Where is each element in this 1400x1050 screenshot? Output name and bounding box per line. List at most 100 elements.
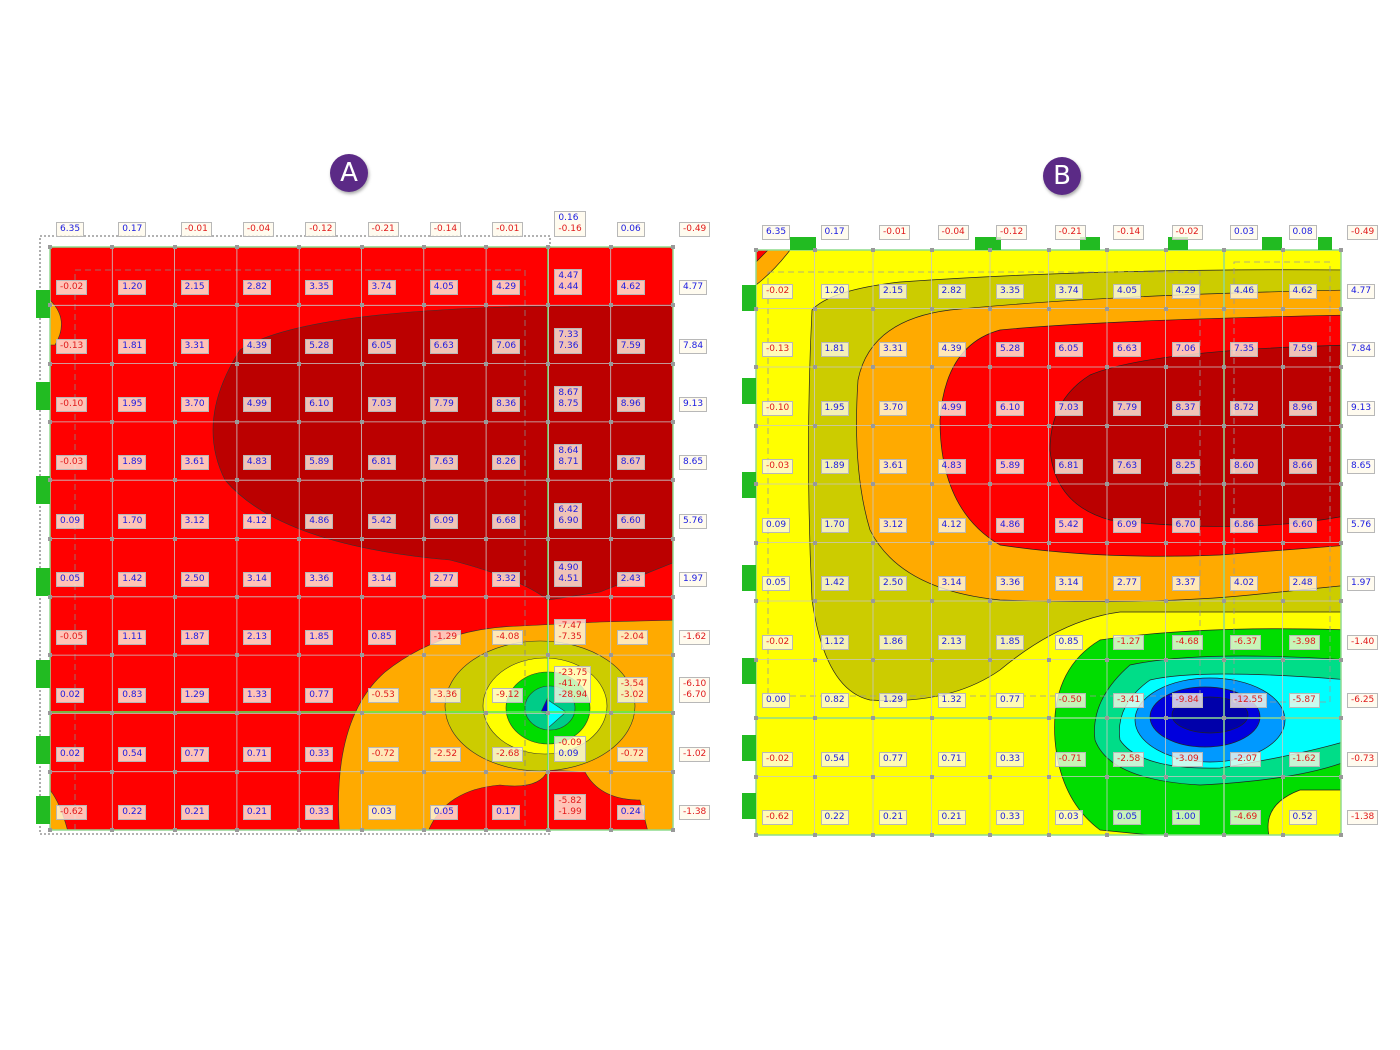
node-value-label: 0.33: [305, 746, 334, 762]
node-value-label: -0.01: [492, 222, 524, 237]
mesh-node: [608, 536, 613, 541]
node-value-label: 4.46: [1230, 283, 1259, 299]
node-value-label: 4.90 4.51: [554, 560, 583, 587]
mesh-node: [1339, 248, 1343, 252]
node-value: -3.36: [433, 690, 458, 701]
mesh-node: [671, 828, 675, 832]
node-value-label: -1.02: [679, 746, 711, 762]
mesh-node: [484, 419, 489, 424]
mesh-node: [988, 248, 992, 252]
mesh-node: [754, 423, 758, 428]
node-value: 7.59: [620, 340, 641, 351]
mesh-node: [110, 478, 115, 483]
node-value: 7.63: [433, 457, 454, 468]
node-value-label: 1.70: [820, 517, 849, 533]
mesh-node: [546, 769, 551, 774]
node-value: 0.09: [60, 515, 81, 526]
mesh-node: [48, 419, 52, 424]
node-value: 0.71: [246, 748, 267, 759]
node-value: -0.14: [433, 224, 458, 234]
node-value-label: 1.32: [937, 693, 966, 708]
node-value-label: 0.03: [1230, 225, 1259, 240]
node-value-label: 0.03: [1054, 810, 1083, 825]
node-value-label: 0.24: [616, 805, 645, 820]
node-value: 4.02: [1234, 578, 1255, 588]
node-value-label: 6.42 6.90: [554, 502, 583, 529]
node-value-label: 3.61: [180, 455, 209, 471]
mesh-node: [1163, 306, 1168, 311]
mesh-node: [754, 365, 758, 369]
mesh-node: [172, 361, 177, 366]
mesh-node: [48, 245, 52, 249]
mesh-node: [671, 361, 675, 366]
node-value-label: -0.72: [367, 746, 399, 762]
node-value-label: 0.09: [56, 513, 85, 529]
node-value: 1.42: [824, 578, 845, 588]
node-value: 5.89: [1000, 461, 1021, 471]
node-value: 4.62: [1292, 285, 1313, 296]
node-value: 7.84: [1351, 344, 1372, 354]
node-value: 3.31: [883, 344, 904, 354]
node-value-label: 0.54: [118, 746, 147, 762]
node-value: -1.40: [1351, 636, 1375, 647]
node-value-label: 0.54: [820, 751, 849, 767]
node-value: 3.31: [184, 340, 205, 351]
node-value: 0.05: [766, 578, 787, 588]
node-value-label: 8.67 8.75: [554, 385, 583, 412]
node-value: -4.08: [496, 632, 520, 643]
node-value: -0.16: [558, 224, 582, 234]
node-value: -0.73: [1351, 753, 1375, 764]
mesh-node: [608, 478, 613, 483]
node-value: 4.51: [558, 573, 579, 584]
node-value: 8.96: [1292, 402, 1313, 413]
node-value: 1.89: [824, 461, 845, 471]
node-value: 5.89: [309, 457, 330, 468]
node-value: -3.54: [620, 679, 644, 690]
mesh-node: [421, 245, 426, 249]
node-value-label: 2.50: [180, 571, 209, 587]
node-value: 3.14: [1058, 578, 1079, 588]
mesh-node: [1163, 540, 1168, 545]
mesh-node: [110, 594, 115, 599]
mesh-node: [988, 540, 992, 545]
node-value-label: -12.55: [1230, 693, 1268, 708]
node-value-label: 1.20: [118, 280, 147, 296]
mesh-node: [608, 303, 613, 308]
node-value-label: 4.05: [1113, 283, 1142, 299]
mesh-node: [172, 828, 177, 832]
mesh-node: [297, 303, 302, 308]
mesh-node: [359, 769, 364, 774]
mesh-node: [484, 361, 489, 366]
mesh-node: [1339, 833, 1343, 837]
node-value-label: 3.14: [367, 571, 396, 587]
mesh-node: [359, 419, 364, 424]
node-value-label: 0.17: [820, 225, 849, 240]
mesh-node: [421, 594, 426, 599]
node-value: 0.33: [309, 807, 330, 817]
node-value-label: 6.05: [1054, 342, 1083, 357]
mesh-node: [1105, 482, 1109, 486]
node-value: 4.39: [246, 340, 267, 351]
node-value: 6.09: [1117, 519, 1138, 530]
node-value: 9.13: [1351, 402, 1372, 413]
node-value-label: 3.36: [305, 571, 334, 587]
mesh-node: [421, 711, 426, 716]
node-value-label: 2.48: [1288, 576, 1317, 591]
node-value-label: 6.10: [996, 400, 1025, 416]
node-value-label: 3.70: [180, 396, 209, 412]
mesh-node: [871, 774, 875, 779]
node-value-label: 1.11: [118, 630, 147, 646]
node-value-label: 2.13: [937, 634, 966, 650]
mesh-node: [754, 482, 758, 486]
node-value: 5.28: [309, 340, 330, 351]
node-value: 4.47: [558, 271, 579, 282]
node-value-label: 2.15: [180, 280, 209, 296]
mesh-node: [1105, 774, 1109, 779]
node-value: 6.68: [496, 515, 517, 526]
node-value: 0.21: [184, 807, 205, 817]
node-value: 8.75: [558, 398, 579, 409]
node-value-label: 7.59: [1288, 342, 1317, 357]
node-value: -0.14: [1117, 227, 1141, 237]
mesh-node: [929, 423, 934, 428]
mesh-node: [484, 653, 489, 658]
